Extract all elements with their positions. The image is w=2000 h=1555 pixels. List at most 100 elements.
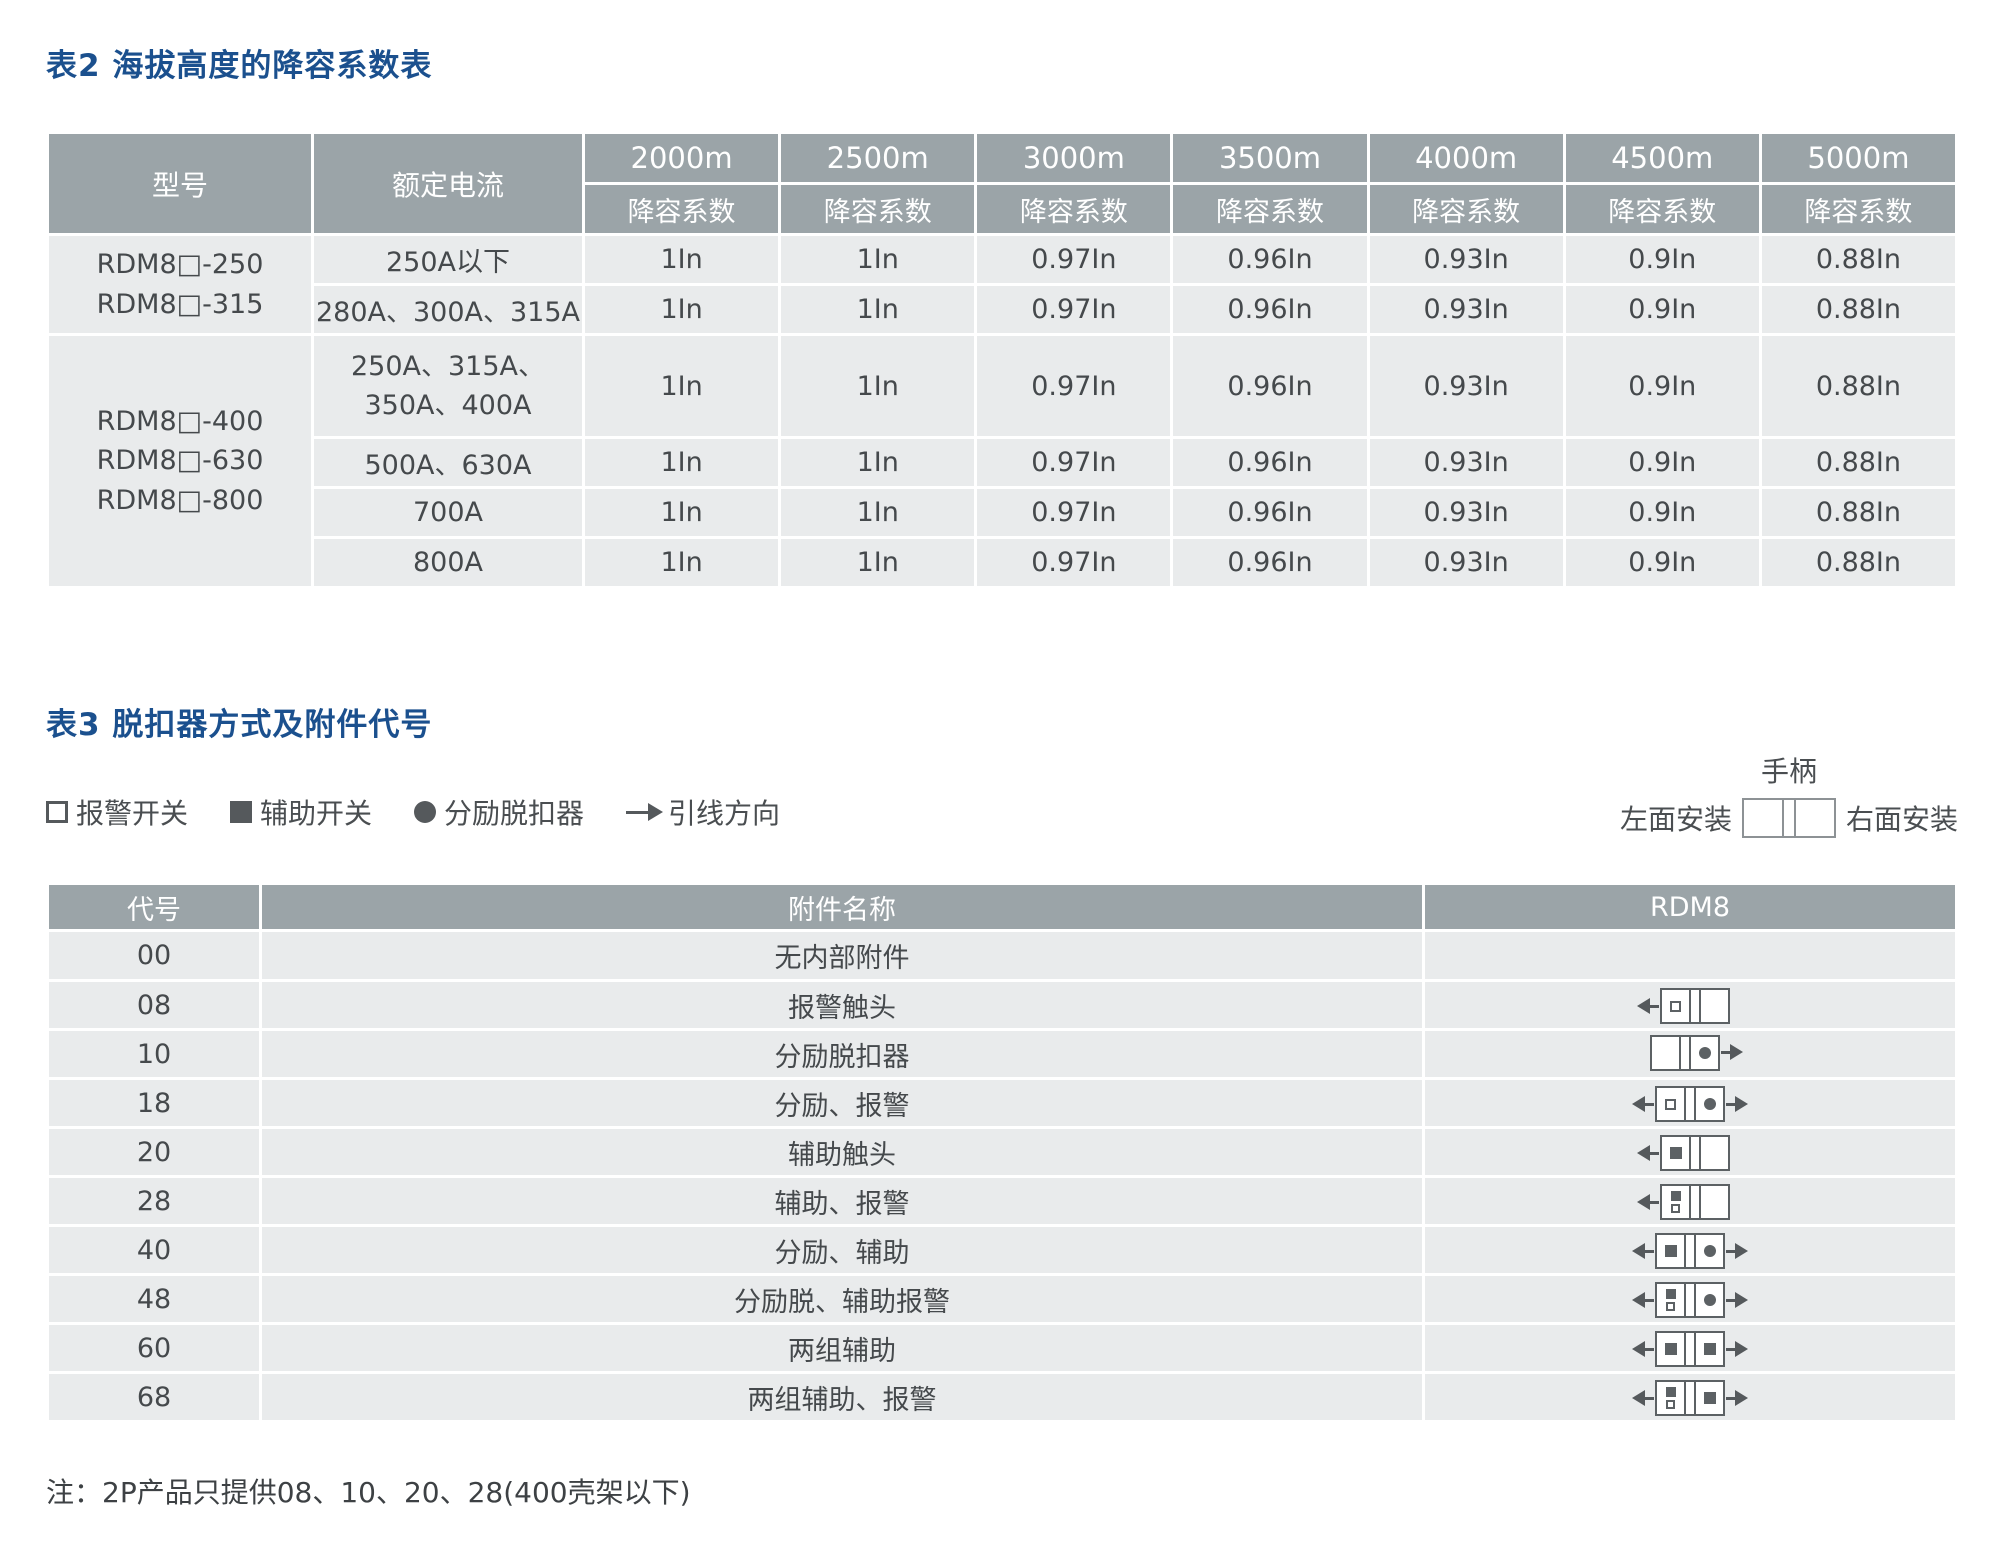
- table-row: 40 分励、辅助: [49, 1227, 1955, 1273]
- value-cell: 0.97In: [977, 336, 1171, 436]
- alarm-switch-square-icon: [1666, 1302, 1675, 1312]
- value-cell: 0.96In: [1173, 336, 1367, 436]
- middle-compartment: [1689, 990, 1701, 1023]
- aux-switch-square-icon: [1665, 1387, 1676, 1398]
- value-cell: 0.96In: [1173, 236, 1367, 283]
- value-cell: 0.96In: [1173, 286, 1367, 333]
- value-cell: 0.97In: [977, 236, 1171, 283]
- value-cell: 0.97In: [977, 539, 1171, 586]
- diagram-cell: [1425, 1325, 1955, 1371]
- value-cell: 0.97In: [977, 489, 1171, 536]
- table-row: 60 两组辅助: [49, 1325, 1955, 1371]
- diagram-cell: [1425, 1276, 1955, 1322]
- col-header-4000m: 4000m: [1369, 134, 1563, 182]
- breaker-compartments-icon: [1660, 1184, 1730, 1221]
- middle-compartment: [1679, 1036, 1691, 1069]
- lead-direction-right-arrow-icon: [1726, 1095, 1748, 1112]
- legend-item-aux-switch: 辅助开关: [230, 792, 372, 832]
- accessory-name-cell: 辅助、报警: [262, 1178, 1422, 1224]
- subheader-coefficient: 降容系数: [781, 185, 975, 233]
- lead-direction-left-arrow-icon: [1637, 997, 1659, 1014]
- code-cell: 48: [49, 1276, 259, 1322]
- value-cell: 0.96In: [1173, 439, 1367, 486]
- value-cell: 1In: [781, 439, 975, 486]
- left-compartment: [1657, 1284, 1684, 1316]
- header-row-coefficient: 降容系数 降容系数 降容系数 降容系数 降容系数 降容系数 降容系数: [49, 185, 1955, 233]
- value-cell: 0.9In: [1565, 489, 1759, 536]
- breaker-compartments-icon: [1655, 1282, 1725, 1319]
- lead-direction-left-arrow-icon: [1632, 1291, 1654, 1308]
- table3-title: 表3 脱扣器方式及附件代号: [46, 707, 433, 743]
- middle-compartment: [1684, 1382, 1696, 1415]
- value-cell: 0.88In: [1761, 539, 1955, 586]
- breaker-compartments-icon: [1655, 1380, 1725, 1417]
- handle-middle-compartment: [1781, 800, 1796, 836]
- table-row: 28 辅助、报警: [49, 1178, 1955, 1224]
- table-row: 700A 1In 1In 0.97In 0.96In 0.93In 0.9In …: [49, 489, 1955, 536]
- left-compartment: [1657, 1088, 1684, 1120]
- accessory-name-cell: 报警触头: [262, 982, 1422, 1028]
- right-compartment: [1701, 1137, 1728, 1169]
- left-compartment: [1662, 990, 1689, 1022]
- col-header-3000m: 3000m: [977, 134, 1171, 182]
- aux-switch-square-icon: [1703, 1343, 1716, 1356]
- code-cell: 40: [49, 1227, 259, 1273]
- col-header-4500m: 4500m: [1565, 134, 1759, 182]
- current-cell: 280A、300A、315A: [314, 286, 582, 333]
- table-row: 68 两组辅助、报警: [49, 1374, 1955, 1420]
- breaker-compartments-icon: [1660, 988, 1730, 1025]
- value-cell: 0.9In: [1565, 336, 1759, 436]
- table-row: 08 报警触头: [49, 982, 1955, 1028]
- code-cell: 10: [49, 1031, 259, 1077]
- right-compartment: [1696, 1284, 1723, 1316]
- accessory-name-cell: 辅助触头: [262, 1129, 1422, 1175]
- col-header-model: 型号: [49, 134, 311, 233]
- middle-compartment: [1684, 1235, 1696, 1268]
- lead-direction-left-arrow-icon: [1632, 1389, 1654, 1406]
- code-cell: 00: [49, 932, 259, 979]
- subheader-coefficient: 降容系数: [1761, 185, 1955, 233]
- alarm-switch-square-icon: [46, 801, 68, 823]
- accessory-code-table: 代号 附件名称 RDM8 00 无内部附件 08 报警触头 10: [46, 882, 1958, 1423]
- lead-direction-left-arrow-icon: [1632, 1340, 1654, 1357]
- legend-row: 报警开关 辅助开关 分励脱扣器 引线方向 手柄 左面安装: [46, 750, 1958, 838]
- subheader-coefficient: 降容系数: [1369, 185, 1563, 233]
- right-compartment: [1691, 1037, 1718, 1069]
- left-mount-label: 左面安装: [1619, 803, 1732, 836]
- current-cell: 700A: [314, 489, 582, 536]
- legend-item-lead-direction: 引线方向: [626, 792, 780, 832]
- right-compartment: [1701, 1186, 1728, 1218]
- value-cell: 0.93In: [1369, 336, 1563, 436]
- subheader-coefficient: 降容系数: [1173, 185, 1367, 233]
- handle-label: 手柄: [1760, 755, 1817, 788]
- value-cell: 1In: [781, 336, 975, 436]
- accessory-name-cell: 分励脱、辅助报警: [262, 1276, 1422, 1322]
- diagram-cell: [1425, 1227, 1955, 1273]
- lead-direction-right-arrow-icon: [1726, 1389, 1748, 1406]
- accessory-name-cell: 两组辅助、报警: [262, 1374, 1422, 1420]
- breaker-compartments-icon: [1660, 1135, 1730, 1172]
- lead-direction-right-arrow-icon: [1721, 1044, 1743, 1060]
- current-cell: 250A以下: [314, 236, 582, 283]
- table-row: 10 分励脱扣器: [49, 1031, 1955, 1077]
- accessory-name-cell: 两组辅助: [262, 1325, 1422, 1371]
- value-cell: 1In: [585, 286, 779, 333]
- code-cell: 68: [49, 1374, 259, 1420]
- diagram-cell: [1425, 982, 1955, 1028]
- handle-mount-legend: 手柄 左面安装 右面安装: [1620, 750, 1958, 838]
- value-cell: 0.88In: [1761, 286, 1955, 333]
- header-row-altitude: 型号 额定电流 2000m 2500m 3000m 3500m 4000m 45…: [49, 134, 1955, 233]
- lead-direction-left-arrow-icon: [1637, 1193, 1659, 1210]
- accessory-diagram: [1632, 1329, 1748, 1369]
- accessory-name-cell: 分励、报警: [262, 1080, 1422, 1126]
- alarm-switch-square-icon: [1666, 1400, 1675, 1410]
- handle-left-compartment: [1744, 800, 1782, 836]
- value-cell: 0.9In: [1565, 539, 1759, 586]
- current-cell: 250A、315A、 350A、400A: [314, 336, 582, 436]
- lead-direction-left-arrow-icon: [1632, 1095, 1654, 1112]
- table-row: RDM8□-250 RDM8□-315 250A以下 1In 1In 0.97I…: [49, 236, 1955, 333]
- legend-label: 分励脱扣器: [444, 797, 585, 830]
- value-cell: 1In: [585, 336, 779, 436]
- col-header-3500m: 3500m: [1173, 134, 1367, 182]
- legend-item-shunt-release: 分励脱扣器: [414, 792, 584, 832]
